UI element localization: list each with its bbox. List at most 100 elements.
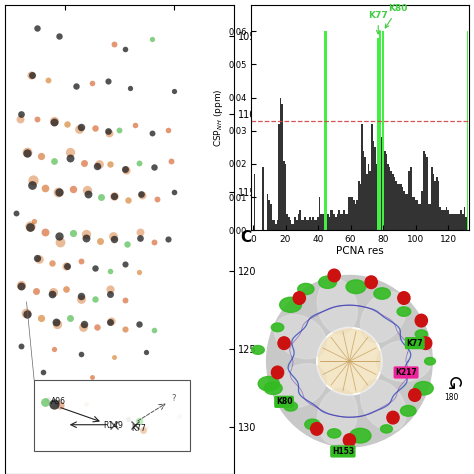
Point [12, 209, 19, 217]
Point [148, 129, 155, 137]
Point [104, 78, 112, 85]
Bar [446, 207, 447, 230]
Bar [273, 220, 275, 230]
Point [107, 319, 114, 326]
Point [107, 290, 114, 298]
Bar [452, 214, 454, 230]
Bar [456, 214, 457, 230]
Point [82, 231, 90, 238]
Bar [262, 167, 264, 230]
Text: A96: A96 [51, 397, 65, 406]
Point [135, 417, 143, 425]
Bar [377, 38, 379, 230]
Ellipse shape [350, 428, 371, 443]
Point [75, 125, 83, 133]
Bar [330, 210, 332, 230]
Bar [311, 220, 312, 230]
Bar [426, 157, 428, 230]
Point [17, 115, 24, 123]
Point [91, 264, 99, 271]
Bar [322, 214, 324, 230]
Point [49, 288, 57, 296]
Bar [431, 167, 433, 230]
Point [45, 76, 52, 83]
Point [34, 24, 41, 32]
Circle shape [310, 422, 323, 435]
Bar [395, 181, 397, 230]
Point [124, 415, 132, 423]
Bar [338, 210, 340, 230]
Circle shape [267, 275, 432, 447]
Ellipse shape [328, 429, 341, 438]
Bar [298, 214, 300, 230]
Ellipse shape [415, 330, 428, 338]
Bar [442, 210, 444, 230]
Point [23, 310, 30, 318]
Point [28, 181, 36, 189]
Bar [421, 191, 423, 230]
Point [77, 257, 85, 265]
Y-axis label: CSP$_{NH}$ (ppm): CSP$_{NH}$ (ppm) [212, 88, 225, 147]
Bar [334, 214, 335, 230]
Ellipse shape [414, 382, 433, 395]
Ellipse shape [280, 297, 301, 312]
Circle shape [398, 292, 410, 304]
Bar [278, 124, 280, 230]
Bar [391, 171, 392, 230]
Text: B: B [240, 0, 252, 2]
Point [148, 36, 155, 43]
Point [39, 369, 46, 376]
Ellipse shape [264, 382, 282, 394]
Point [110, 192, 118, 200]
Bar [366, 174, 368, 230]
Bar [275, 224, 277, 230]
Point [96, 237, 103, 245]
Point [107, 161, 114, 168]
Point [121, 45, 128, 52]
Circle shape [293, 292, 305, 304]
Point [81, 159, 88, 166]
Point [110, 236, 118, 243]
Ellipse shape [361, 380, 406, 431]
Ellipse shape [425, 357, 436, 365]
Bar [454, 214, 456, 230]
Bar [399, 184, 400, 230]
Ellipse shape [317, 278, 357, 334]
Bar [327, 214, 328, 230]
Point [124, 196, 132, 204]
Point [138, 191, 146, 199]
Bar [288, 217, 290, 230]
Point [93, 323, 101, 331]
Bar [438, 181, 439, 230]
Bar [467, 31, 468, 230]
Ellipse shape [274, 315, 326, 359]
Bar [314, 220, 316, 230]
Point [109, 232, 117, 239]
Text: K77: K77 [368, 11, 388, 34]
Point [50, 345, 57, 353]
Point [135, 320, 143, 328]
Point [62, 286, 70, 293]
Bar [376, 164, 377, 230]
Ellipse shape [377, 341, 431, 382]
Bar [345, 214, 346, 230]
Point [123, 240, 130, 248]
Point [82, 400, 90, 407]
Bar [433, 174, 434, 230]
Point [122, 166, 129, 174]
Point [56, 238, 64, 246]
Point [23, 148, 31, 155]
Point [41, 228, 49, 236]
Bar [348, 197, 350, 230]
Point [126, 84, 134, 91]
Circle shape [278, 337, 290, 349]
Bar [355, 204, 356, 230]
Circle shape [319, 329, 381, 393]
Point [121, 325, 128, 332]
Point [62, 263, 70, 270]
Bar [317, 217, 319, 230]
Point [143, 348, 150, 356]
Text: K77: K77 [407, 338, 423, 347]
Text: ?: ? [171, 394, 176, 403]
Bar [379, 31, 381, 230]
